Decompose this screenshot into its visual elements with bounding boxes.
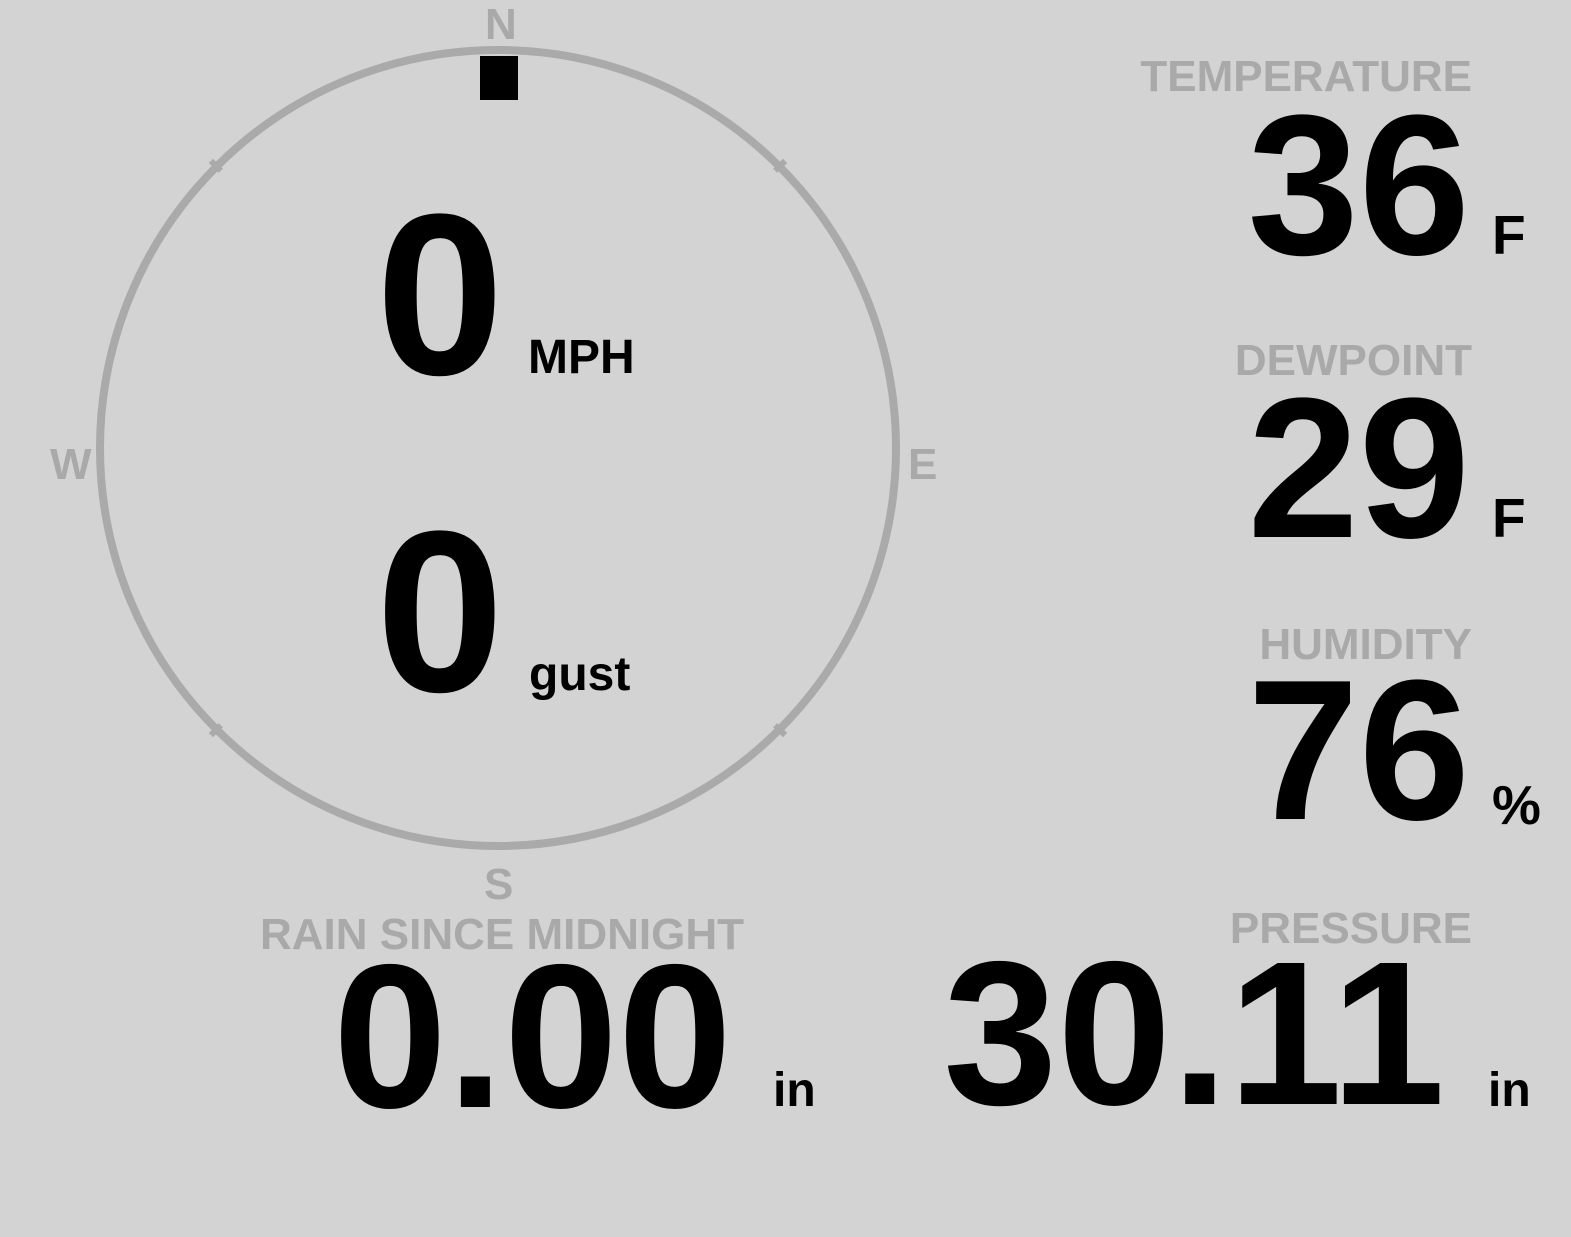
humidity-value: 76 [1247,639,1470,862]
compass-tick [773,723,788,738]
compass-tick [208,158,223,173]
dewpoint-value: 29 [1247,357,1470,580]
wind-direction-marker [480,56,518,100]
pressure-label: PRESSURE [1229,904,1472,953]
compass-tick [773,158,788,173]
compass-tick [208,723,223,738]
wind-speed-value: 0 [376,166,504,423]
humidity-label: HUMIDITY [1259,620,1472,669]
compass-ticks [208,158,788,738]
temperature-unit: F [1492,204,1526,266]
wind-gust-value: 0 [376,483,504,740]
temperature-value: 36 [1247,74,1470,297]
compass-east: E [908,440,938,489]
dewpoint-unit: F [1492,487,1526,549]
wind-speed-unit: MPH [528,331,635,384]
rain-label: RAIN SINCE MIDNIGHT [260,910,744,959]
compass-south: S [484,860,514,909]
wind-gust-label: gust [529,648,631,701]
temperature-label: TEMPERATURE [1140,52,1472,101]
compass-circle [96,46,900,850]
pressure-unit: in [1488,1064,1531,1117]
rain-unit: in [773,1064,816,1117]
compass-north: N [485,0,517,49]
dewpoint-label: DEWPOINT [1234,336,1472,385]
pressure-value: 30.11 [943,919,1445,1148]
compass-west: W [50,440,92,489]
rain-value: 0.00 [333,922,732,1151]
humidity-unit: % [1492,774,1541,836]
